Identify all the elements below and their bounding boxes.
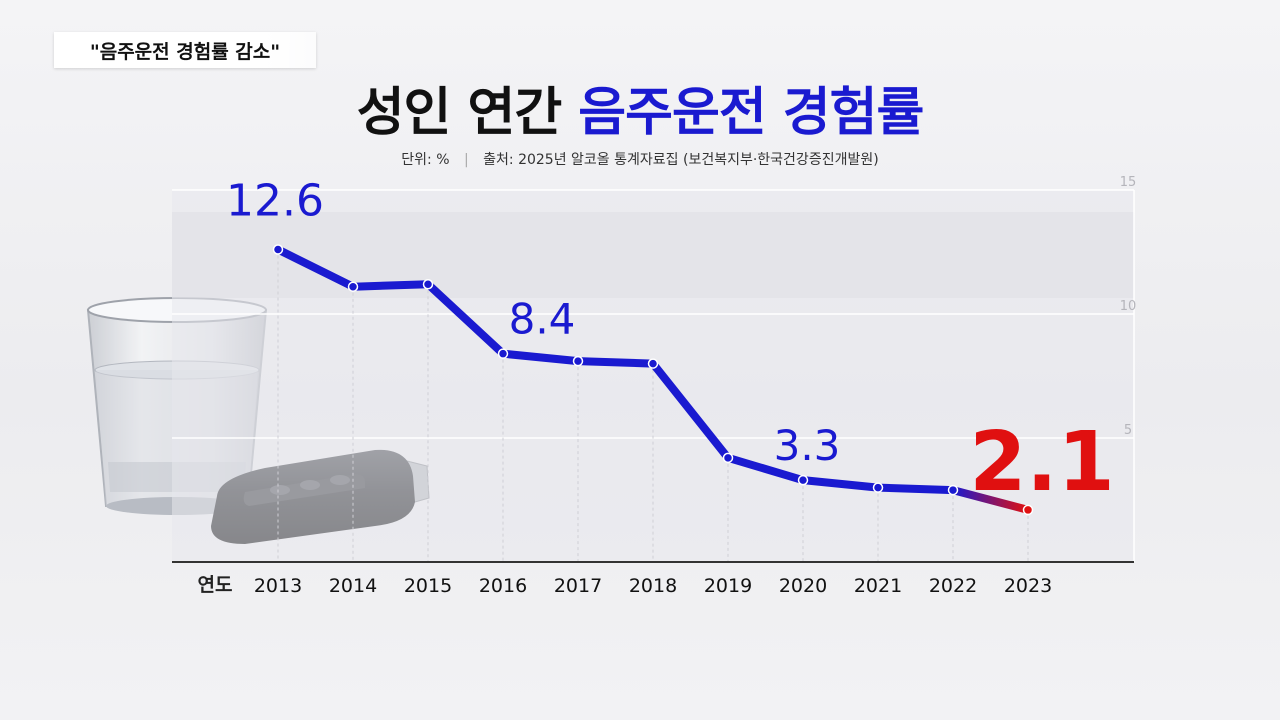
data-point [497, 348, 509, 359]
chart-title: 성인 연간 음주운전 경험률 [0, 70, 1280, 145]
x-tick-label: 2020 [779, 575, 827, 597]
x-tick-label: 2019 [704, 575, 752, 597]
data-label: 8.4 [509, 295, 576, 344]
data-label: 12.6 [226, 176, 324, 227]
data-point [272, 244, 284, 255]
data-point [422, 278, 434, 290]
data-point [1022, 504, 1034, 516]
subtitle-separator: | [463, 152, 469, 168]
data-point [872, 482, 884, 493]
headline-tag: "음주운전 경험률 감소" [54, 32, 316, 68]
source-label: 출처: 2025년 알코올 통계자료집 (보건복지부·한국건강증진개발원) [483, 152, 879, 168]
x-tick-label: 2022 [929, 575, 977, 597]
chart-title-part1: 성인 연간 [356, 83, 562, 143]
y-tick-label: 10 [1120, 299, 1137, 314]
unit-label: 단위: % [401, 152, 450, 168]
chart-title-part2: 음주운전 경험률 [578, 83, 924, 143]
data-label: 2.1 [969, 415, 1114, 510]
headline-tag-label: "음주운전 경험률 감소" [89, 40, 281, 63]
x-tick-label: 2018 [629, 575, 677, 597]
data-point [572, 355, 584, 367]
data-point [797, 474, 809, 486]
y-tick-label: 5 [1124, 423, 1132, 438]
x-tick-label: 2023 [1004, 575, 1052, 597]
x-axis-label: 연도 [198, 574, 233, 596]
data-point [947, 484, 959, 496]
x-tick-label: 2013 [254, 575, 302, 597]
x-tick-label: 2021 [854, 575, 902, 597]
x-tick-label: 2016 [479, 575, 527, 597]
series-line-tail [949, 486, 1032, 514]
chart-subtitle: 단위: % | 출처: 2025년 알코올 통계자료집 (보건복지부·한국건강증… [0, 149, 1280, 169]
data-point [722, 452, 734, 464]
series-line [274, 245, 957, 495]
x-tick-label: 2015 [404, 575, 452, 597]
data-point [347, 281, 359, 292]
data-point [647, 358, 659, 369]
x-tick-label: 2017 [554, 575, 602, 597]
data-label: 3.3 [774, 421, 841, 470]
y-tick-label: 15 [1120, 175, 1137, 190]
x-tick-label: 2014 [329, 575, 377, 597]
